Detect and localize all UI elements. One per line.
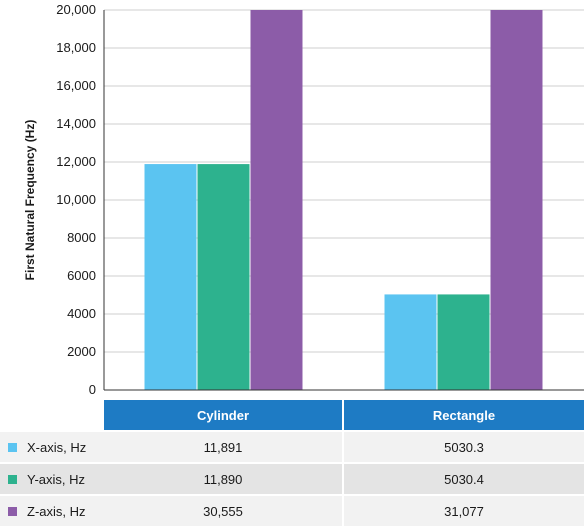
legend-label: Y-axis, Hz <box>27 471 86 487</box>
legend-swatch <box>8 442 17 452</box>
y-tick-label: 18,000 <box>56 40 96 55</box>
bar-z-cylinder <box>250 10 303 390</box>
y-tick-label: 12,000 <box>56 154 96 169</box>
bar-x-rectangle <box>384 294 437 390</box>
data-label-x-rectangle: 5030.3 <box>344 432 584 462</box>
bar-x-cylinder <box>144 164 197 390</box>
y-tick-label: 10,000 <box>56 192 96 207</box>
header-cylinder: Cylinder <box>104 400 342 430</box>
bar-y-rectangle <box>437 294 490 390</box>
y-tick-label: 8000 <box>67 230 96 245</box>
y-tick-label: 4000 <box>67 306 96 321</box>
data-label-y-rectangle: 5030.4 <box>344 464 584 494</box>
legend-x-axis: X-axis, Hz <box>0 432 104 462</box>
legend-label: X-axis, Hz <box>27 439 87 455</box>
legend-z-axis: Z-axis, Hz <box>0 496 104 526</box>
y-axis-label: First Natural Frequency (Hz) <box>23 120 37 281</box>
legend-y-axis: Y-axis, Hz <box>0 464 104 494</box>
y-tick-labels: 0 2000 4000 6000 8000 10,000 12,000 14,000 16,00… <box>56 2 96 397</box>
table-row: Y-axis, Hz 11,890 5030.4 <box>0 464 588 494</box>
y-tick-label: 14,000 <box>56 116 96 131</box>
y-tick-label: 2000 <box>67 344 96 359</box>
y-tick-label: 20,000 <box>56 2 96 17</box>
header-rectangle: Rectangle <box>344 400 584 430</box>
table-header: Cylinder Rectangle <box>0 400 588 430</box>
bars <box>144 10 543 390</box>
table-row: Z-axis, Hz 30,555 31,077 <box>0 496 588 526</box>
y-tick-label: 16,000 <box>56 78 96 93</box>
legend-swatch <box>8 506 17 516</box>
y-tick-label: 0 <box>89 382 96 397</box>
legend-label: Z-axis, Hz <box>27 503 86 519</box>
data-label-y-cylinder: 11,890 <box>104 464 342 494</box>
y-tick-label: 6000 <box>67 268 96 283</box>
bar-chart: 0 2000 4000 6000 8000 10,000 12,000 14,000 16,00… <box>23 2 584 397</box>
data-label-z-rectangle: 31,077 <box>344 496 584 526</box>
bar-y-cylinder <box>197 164 250 390</box>
table-row: X-axis, Hz 11,891 5030.3 <box>0 432 588 462</box>
data-label-z-cylinder: 30,555 <box>104 496 342 526</box>
data-label-x-cylinder: 11,891 <box>104 432 342 462</box>
header-blank <box>0 400 104 430</box>
legend-swatch <box>8 474 17 484</box>
bar-z-rectangle <box>490 10 543 390</box>
